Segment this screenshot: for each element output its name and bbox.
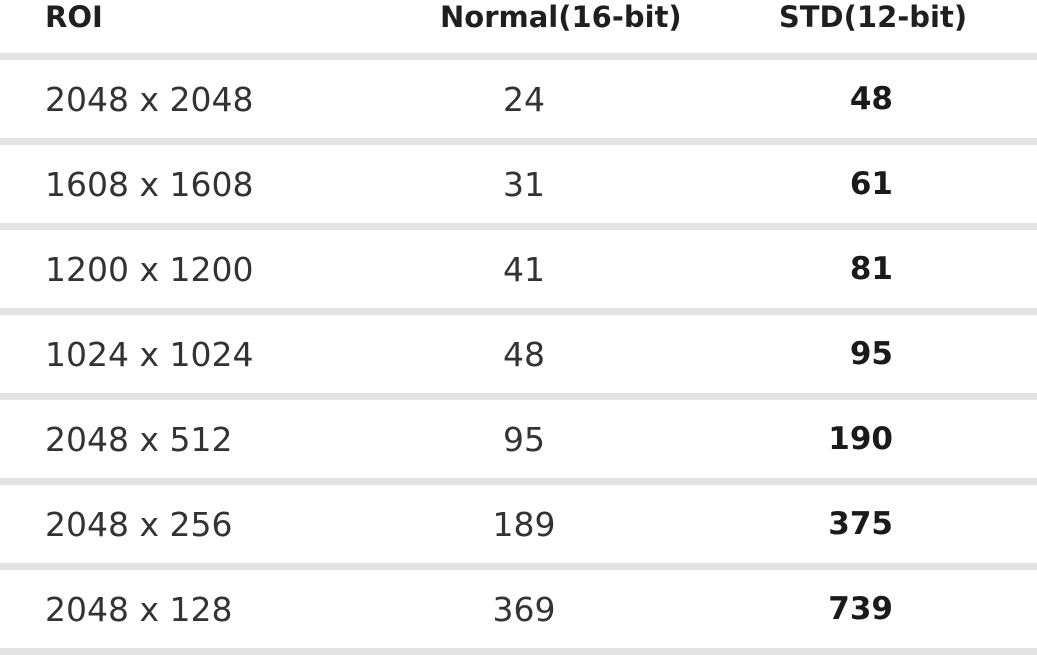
table-row: 2048 x 512 95 190 [0,393,1037,478]
normal-cell: 48 [503,334,545,374]
normal-cell: 41 [503,249,545,289]
std-cell: 61 [849,166,893,202]
roi-cell: 2048 x 2048 [45,79,254,119]
table-header-row: ROI Normal(16-bit) STD(12-bit) [0,0,1037,53]
roi-cell: 1200 x 1200 [45,249,254,289]
roi-cell: 1608 x 1608 [45,164,254,204]
table-row: 2048 x 128 369 739 [0,563,1037,648]
normal-cell: 31 [503,164,545,204]
roi-cell: 2048 x 512 [45,419,233,459]
bottom-separator-line [0,648,1037,655]
std-cell: 48 [849,81,893,117]
std-cell: 190 [828,421,893,457]
roi-cell: 2048 x 128 [45,589,233,629]
std-cell: 739 [828,591,893,627]
column-header-roi: ROI [45,0,103,34]
normal-cell: 369 [492,589,556,629]
column-header-std-12bit: STD(12-bit) [778,0,968,34]
std-cell: 81 [849,251,893,287]
table-row: 1200 x 1200 41 81 [0,223,1037,308]
std-cell: 95 [849,336,893,372]
table-row: 1608 x 1608 31 61 [0,138,1037,223]
table-row: 2048 x 256 189 375 [0,478,1037,563]
normal-cell: 24 [503,79,545,119]
column-header-normal-16bit: Normal(16-bit) [440,0,682,34]
roi-cell: 1024 x 1024 [45,334,254,374]
normal-cell: 189 [492,504,556,544]
table-row: 2048 x 2048 24 48 [0,53,1037,138]
roi-cell: 2048 x 256 [45,504,233,544]
std-cell: 375 [828,506,893,542]
table-row: 1024 x 1024 48 95 [0,308,1037,393]
normal-cell: 95 [503,419,545,459]
